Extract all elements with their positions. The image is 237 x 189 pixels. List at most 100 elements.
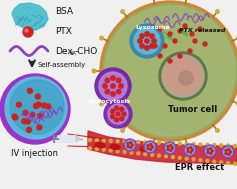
Circle shape bbox=[111, 92, 115, 96]
Circle shape bbox=[42, 103, 47, 108]
Circle shape bbox=[23, 110, 28, 115]
Circle shape bbox=[220, 144, 223, 147]
Circle shape bbox=[225, 149, 227, 152]
Circle shape bbox=[27, 88, 32, 93]
Circle shape bbox=[206, 143, 209, 146]
Circle shape bbox=[144, 141, 156, 153]
Circle shape bbox=[88, 147, 91, 150]
Circle shape bbox=[173, 39, 177, 43]
Circle shape bbox=[213, 144, 216, 147]
Circle shape bbox=[178, 142, 181, 145]
Circle shape bbox=[130, 151, 133, 154]
Ellipse shape bbox=[110, 144, 120, 149]
Circle shape bbox=[109, 139, 112, 143]
Circle shape bbox=[95, 68, 131, 104]
Circle shape bbox=[145, 32, 149, 36]
Circle shape bbox=[105, 78, 109, 83]
Circle shape bbox=[116, 150, 119, 153]
Circle shape bbox=[165, 58, 201, 94]
Circle shape bbox=[144, 141, 147, 144]
Circle shape bbox=[100, 1, 237, 141]
Circle shape bbox=[171, 156, 174, 159]
Circle shape bbox=[178, 156, 181, 159]
Circle shape bbox=[122, 112, 126, 116]
Circle shape bbox=[121, 10, 124, 13]
Circle shape bbox=[96, 147, 98, 150]
Text: EPR effect: EPR effect bbox=[175, 163, 225, 171]
Circle shape bbox=[207, 149, 209, 150]
Circle shape bbox=[120, 107, 124, 111]
Circle shape bbox=[100, 102, 103, 106]
Circle shape bbox=[12, 114, 17, 119]
Circle shape bbox=[137, 152, 140, 155]
Circle shape bbox=[38, 113, 43, 118]
Circle shape bbox=[170, 149, 172, 151]
Circle shape bbox=[233, 162, 237, 165]
Text: BSA: BSA bbox=[55, 8, 73, 16]
Ellipse shape bbox=[140, 146, 150, 152]
Circle shape bbox=[220, 161, 223, 164]
Circle shape bbox=[36, 102, 41, 107]
FancyBboxPatch shape bbox=[58, 136, 77, 143]
Circle shape bbox=[227, 162, 230, 165]
Circle shape bbox=[167, 146, 169, 148]
Circle shape bbox=[151, 141, 154, 144]
Circle shape bbox=[134, 28, 160, 54]
Circle shape bbox=[130, 146, 132, 148]
Circle shape bbox=[102, 139, 105, 142]
Circle shape bbox=[144, 153, 147, 156]
Circle shape bbox=[228, 149, 230, 151]
Circle shape bbox=[130, 24, 164, 58]
Circle shape bbox=[103, 84, 107, 88]
Circle shape bbox=[158, 154, 160, 157]
Circle shape bbox=[185, 143, 188, 146]
Ellipse shape bbox=[95, 143, 105, 148]
Text: Dex: Dex bbox=[55, 46, 73, 56]
Circle shape bbox=[192, 143, 195, 146]
Circle shape bbox=[104, 100, 132, 128]
Circle shape bbox=[137, 141, 140, 143]
Circle shape bbox=[227, 144, 230, 147]
Circle shape bbox=[130, 140, 133, 143]
Circle shape bbox=[151, 153, 154, 156]
Circle shape bbox=[0, 74, 70, 144]
Circle shape bbox=[206, 159, 209, 162]
Polygon shape bbox=[88, 131, 237, 164]
Circle shape bbox=[223, 147, 232, 156]
Circle shape bbox=[179, 71, 193, 85]
Circle shape bbox=[170, 145, 172, 147]
Circle shape bbox=[132, 144, 133, 146]
Circle shape bbox=[35, 94, 40, 99]
Text: Self-assembly: Self-assembly bbox=[38, 62, 86, 68]
Circle shape bbox=[158, 54, 162, 58]
Circle shape bbox=[210, 152, 212, 154]
Circle shape bbox=[140, 34, 144, 38]
Circle shape bbox=[100, 36, 103, 40]
Circle shape bbox=[138, 39, 142, 43]
Circle shape bbox=[163, 44, 167, 48]
Circle shape bbox=[207, 151, 209, 153]
Circle shape bbox=[150, 148, 152, 150]
Circle shape bbox=[115, 106, 119, 110]
Text: PTX released: PTX released bbox=[179, 29, 225, 33]
Circle shape bbox=[185, 157, 188, 160]
Circle shape bbox=[222, 146, 234, 158]
Circle shape bbox=[140, 44, 144, 48]
Circle shape bbox=[46, 104, 51, 109]
Circle shape bbox=[211, 150, 214, 152]
Circle shape bbox=[168, 59, 172, 63]
Circle shape bbox=[145, 46, 149, 50]
Circle shape bbox=[111, 109, 115, 113]
Circle shape bbox=[187, 150, 189, 153]
Circle shape bbox=[171, 142, 174, 145]
Circle shape bbox=[16, 102, 21, 107]
Circle shape bbox=[108, 104, 128, 124]
Circle shape bbox=[23, 27, 33, 37]
Circle shape bbox=[27, 127, 32, 132]
Circle shape bbox=[123, 150, 126, 153]
Circle shape bbox=[193, 39, 197, 43]
Circle shape bbox=[191, 149, 193, 151]
Circle shape bbox=[162, 55, 204, 97]
Circle shape bbox=[159, 52, 207, 100]
Circle shape bbox=[199, 159, 202, 162]
